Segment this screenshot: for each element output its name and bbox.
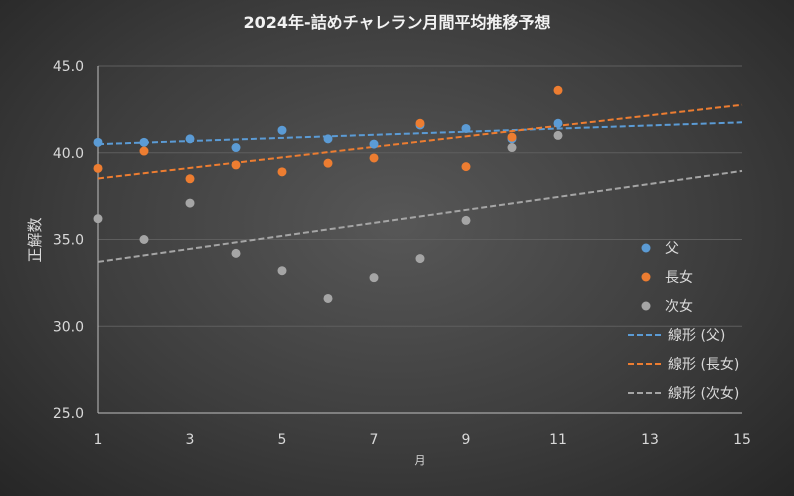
x-axis-title: 月	[415, 454, 426, 467]
data-point-次女	[139, 235, 149, 244]
data-point-長女	[323, 158, 333, 168]
data-point-長女	[507, 132, 517, 142]
data-point-父	[553, 118, 563, 128]
data-point-次女	[553, 130, 563, 140]
x-tick-label: 3	[186, 432, 195, 448]
legend-marker	[641, 243, 651, 253]
chart-title: 2024年-詰めチャレラン月間平均推移予想	[243, 13, 550, 32]
trendline-1	[97, 103, 743, 180]
data-point-長女	[277, 167, 287, 177]
x-tick-label: 13	[641, 432, 659, 448]
legend-label: 父	[665, 241, 679, 257]
data-point-次女	[323, 293, 333, 303]
y-tick-label: 30.0	[53, 319, 84, 335]
data-point-次女	[461, 215, 471, 225]
data-point-長女	[93, 163, 103, 173]
x-tick-label: 7	[370, 432, 379, 448]
data-point-次女	[231, 248, 241, 258]
data-point-父	[93, 137, 103, 147]
legend-label: 長女	[665, 269, 693, 286]
x-tick-label: 11	[549, 432, 567, 448]
data-point-次女	[93, 214, 103, 224]
trendline-0	[97, 121, 743, 146]
data-point-長女	[415, 118, 425, 128]
legend-marker	[641, 272, 651, 282]
x-tick-label: 5	[278, 432, 287, 448]
data-point-次女	[277, 266, 287, 276]
data-point-長女	[139, 146, 149, 156]
trendline-2	[97, 169, 743, 263]
y-tick-label: 45.0	[53, 59, 84, 75]
data-point-次女	[415, 254, 425, 264]
x-tick-label: 1	[94, 432, 103, 448]
data-point-長女	[553, 85, 563, 95]
data-point-父	[139, 137, 149, 147]
data-point-父	[185, 134, 195, 144]
data-point-長女	[231, 160, 241, 170]
legend-label: 線形 (次女)	[668, 385, 739, 402]
data-point-次女	[185, 198, 195, 208]
data-point-父	[231, 143, 241, 153]
data-point-父	[323, 134, 333, 144]
x-tick-label: 15	[733, 432, 751, 448]
legend-label: 線形 (長女)	[668, 356, 739, 373]
data-point-父	[369, 139, 379, 149]
data-point-長女	[185, 174, 195, 184]
y-axis-title: 正解数	[26, 217, 44, 262]
data-point-次女	[369, 273, 379, 283]
y-tick-label: 35.0	[53, 233, 84, 249]
y-tick-label: 40.0	[53, 146, 84, 162]
data-point-長女	[461, 162, 471, 172]
data-point-父	[277, 125, 287, 135]
data-point-長女	[369, 153, 379, 163]
legend-label: 線形 (父)	[668, 328, 725, 344]
x-tick-label: 9	[462, 432, 471, 448]
data-point-次女	[507, 143, 517, 153]
legend-marker	[641, 301, 651, 311]
legend-label: 次女	[665, 298, 693, 315]
data-point-父	[461, 123, 471, 133]
y-tick-label: 25.0	[53, 406, 84, 422]
